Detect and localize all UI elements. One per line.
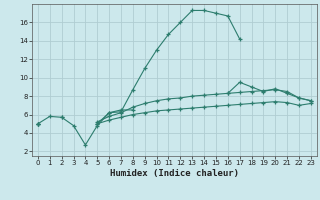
- X-axis label: Humidex (Indice chaleur): Humidex (Indice chaleur): [110, 169, 239, 178]
